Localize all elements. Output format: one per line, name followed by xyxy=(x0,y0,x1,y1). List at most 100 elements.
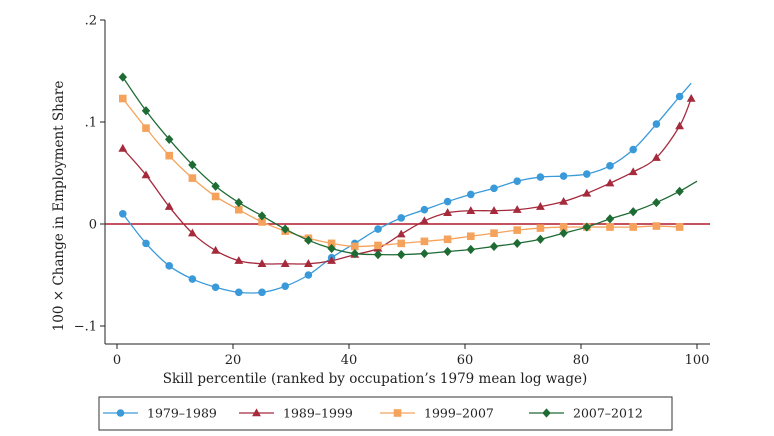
y-tick-label: .1 xyxy=(85,116,97,131)
x-tick-label: 60 xyxy=(457,353,474,368)
data-point-2007-2012 xyxy=(165,134,174,144)
data-point-1999-2007 xyxy=(443,235,452,244)
data-point-1989-1999 xyxy=(443,208,452,216)
data-point-2007-2012 xyxy=(466,244,475,255)
legend-marker xyxy=(116,409,125,417)
y-tick-label: 0 xyxy=(89,218,97,233)
data-point-1999-2007 xyxy=(165,151,173,160)
data-point-1999-2007 xyxy=(490,229,498,237)
data-point-1979-1989 xyxy=(536,173,545,181)
data-point-1999-2007 xyxy=(420,237,429,246)
data-point-1989-1999 xyxy=(605,178,615,187)
data-point-1989-1999 xyxy=(559,196,568,205)
data-point-1979-1989 xyxy=(211,283,220,292)
x-tick-label: 20 xyxy=(225,353,242,368)
legend-item-2007-2012: 2007–2012 xyxy=(529,406,643,421)
data-point-1979-1989 xyxy=(443,197,452,206)
plot-frame xyxy=(104,20,710,345)
data-point-1989-1999 xyxy=(164,202,174,210)
data-point-2007-2012 xyxy=(304,235,313,245)
data-point-1979-1989 xyxy=(142,239,150,248)
x-axis-title: Skill percentile (ranked by occupation’s… xyxy=(163,371,588,387)
data-point-1999-2007 xyxy=(606,223,614,231)
legend-item-1979-1989: 1979–1989 xyxy=(103,406,217,421)
data-point-2007-2012 xyxy=(443,246,452,257)
data-point-1999-2007 xyxy=(327,239,336,248)
data-point-1999-2007 xyxy=(188,174,197,182)
data-point-2007-2012 xyxy=(489,241,499,252)
data-point-1999-2007 xyxy=(142,124,150,132)
data-point-1999-2007 xyxy=(536,224,545,232)
data-point-1989-1999 xyxy=(675,121,684,130)
data-point-1989-1999 xyxy=(628,167,638,176)
legend-label: 2007–2012 xyxy=(573,406,643,421)
data-point-2007-2012 xyxy=(559,228,568,238)
data-point-1999-2007 xyxy=(629,223,637,231)
data-point-1979-1989 xyxy=(606,162,614,170)
data-point-2007-2012 xyxy=(141,106,151,116)
data-point-1999-2007 xyxy=(559,223,568,231)
axis-ticks: −.1 0 .1 .2 0 20 40 60 80 100 xyxy=(74,14,710,369)
x-tick-label: 100 xyxy=(685,353,710,368)
data-point-1979-1989 xyxy=(304,271,313,279)
data-point-1989-1999 xyxy=(396,229,406,238)
data-point-2007-2012 xyxy=(234,197,243,208)
data-point-1989-1999 xyxy=(466,206,476,214)
x-tick-label: 80 xyxy=(573,353,590,368)
data-point-1979-1989 xyxy=(559,172,568,180)
data-point-1999-2007 xyxy=(652,222,661,230)
data-point-2007-2012 xyxy=(397,250,406,260)
data-point-1989-1999 xyxy=(118,143,128,152)
data-point-1989-1999 xyxy=(304,259,313,267)
data-point-1989-1999 xyxy=(512,205,522,213)
data-point-1979-1989 xyxy=(397,214,406,222)
data-point-1989-1999 xyxy=(652,153,661,161)
data-point-2007-2012 xyxy=(536,234,545,244)
legend-label: 1979–1989 xyxy=(147,406,217,421)
data-point-2007-2012 xyxy=(211,181,220,191)
data-point-1979-1989 xyxy=(675,92,684,101)
legend-label: 1989–1999 xyxy=(283,406,353,421)
data-point-1979-1989 xyxy=(188,275,197,283)
data-point-2007-2012 xyxy=(373,250,383,260)
legend-marker xyxy=(252,408,261,417)
data-point-1989-1999 xyxy=(257,259,267,267)
data-point-2007-2012 xyxy=(675,186,684,196)
data-point-1999-2007 xyxy=(211,192,220,201)
data-point-1989-1999 xyxy=(234,256,244,264)
data-point-1999-2007 xyxy=(119,94,127,103)
data-point-1999-2007 xyxy=(374,241,382,250)
data-point-2007-2012 xyxy=(188,160,197,170)
series-line-1979-1989 xyxy=(122,82,692,294)
legend-marker xyxy=(542,408,551,418)
data-point-1989-1999 xyxy=(211,245,220,254)
data-point-1979-1989 xyxy=(119,210,127,218)
data-point-1999-2007 xyxy=(351,242,359,251)
data-point-1979-1989 xyxy=(513,177,521,185)
data-point-1999-2007 xyxy=(513,226,521,234)
series-1999-2007 xyxy=(119,94,684,251)
data-point-2007-2012 xyxy=(350,248,359,259)
data-point-1989-1999 xyxy=(489,206,499,214)
legend-item-1989-1999: 1989–1999 xyxy=(239,406,353,421)
data-point-2007-2012 xyxy=(281,224,290,234)
legend-label: 1999–2007 xyxy=(424,406,494,421)
data-point-1979-1989 xyxy=(652,120,661,128)
data-point-1989-1999 xyxy=(188,228,197,237)
legend-marker xyxy=(393,409,402,417)
data-point-2007-2012 xyxy=(582,222,591,232)
data-point-1979-1989 xyxy=(420,205,429,214)
series-1989-1999 xyxy=(118,93,696,267)
data-point-1989-1999 xyxy=(327,256,336,264)
data-point-2007-2012 xyxy=(257,211,267,221)
data-point-2007-2012 xyxy=(513,238,522,248)
data-point-1999-2007 xyxy=(675,223,684,231)
data-point-1979-1989 xyxy=(490,184,498,193)
data-point-1979-1989 xyxy=(374,225,382,233)
data-point-1999-2007 xyxy=(258,218,266,226)
series-1979-1989 xyxy=(119,82,692,297)
series-line-1989-1999 xyxy=(122,98,692,265)
series-layer xyxy=(105,72,710,297)
data-point-2007-2012 xyxy=(652,197,661,208)
